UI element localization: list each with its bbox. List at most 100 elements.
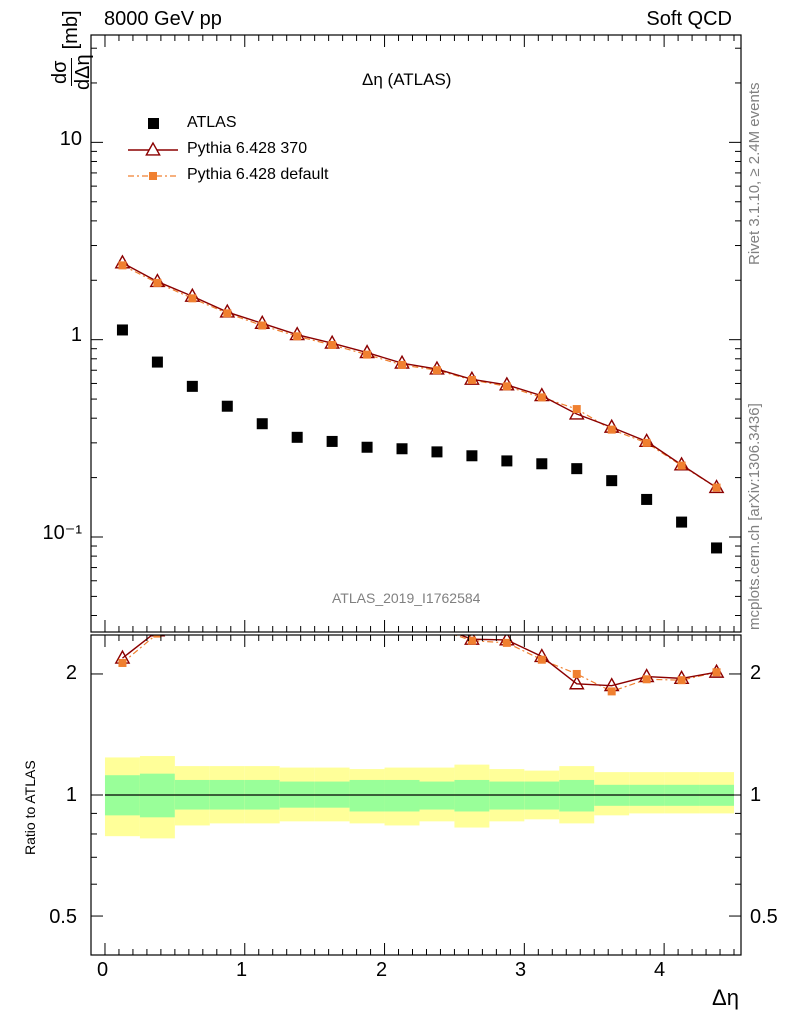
data-point-pythia-default xyxy=(502,382,511,391)
data-point-pythia-default xyxy=(572,405,581,414)
ratio-point-pythia-default xyxy=(607,687,616,696)
band-inner-bin xyxy=(454,779,490,812)
x-tick-label: 2 xyxy=(376,959,388,981)
ratio-y-axis-label: Ratio to ATLAS xyxy=(22,760,38,855)
data-point-pythia-default xyxy=(398,360,407,369)
data-point-atlas xyxy=(256,418,268,430)
ratio-point-pythia-default xyxy=(642,675,651,684)
ratio-point-pythia-370 xyxy=(395,614,408,626)
data-point-atlas xyxy=(431,446,443,458)
data-point-atlas xyxy=(186,380,198,392)
ratio-point-pythia-default xyxy=(467,636,476,645)
main-y-tick-label: 10 xyxy=(59,128,82,150)
data-point-pythia-default xyxy=(363,350,372,359)
y-axis-label-denominator: dΔη xyxy=(72,54,94,90)
band-inner-bin xyxy=(349,779,385,812)
data-point-atlas xyxy=(641,493,653,505)
ratio-y-tick-label-right: 0.5 xyxy=(750,906,778,928)
series-line-pythia-370 xyxy=(122,262,717,489)
y-axis-label-numerator: dσ xyxy=(49,58,72,86)
mcplots-reference-label: mcplots.cern.ch [arXiv:1306.3436] xyxy=(746,403,763,630)
ratio-point-pythia-370 xyxy=(256,583,269,595)
ratio-point-pythia-default xyxy=(712,668,721,677)
main-y-tick-label: 10⁻¹ xyxy=(42,522,82,544)
analysis-id-label: ATLAS_2019_I1762584 xyxy=(332,590,481,606)
ratio-point-pythia-370 xyxy=(291,579,304,591)
data-point-pythia-default xyxy=(293,332,302,341)
ratio-point-pythia-default xyxy=(537,655,546,664)
legend-marker-atlas xyxy=(148,118,159,129)
ratio-point-pythia-default xyxy=(118,658,127,667)
data-point-atlas xyxy=(536,458,548,470)
legend-marker-pythia-370 xyxy=(145,141,161,156)
data-point-pythia-default xyxy=(258,321,267,330)
data-point-pythia-default xyxy=(712,483,721,492)
legend-label-pythia-default: Pythia 6.428 default xyxy=(187,166,329,183)
ratio-y-tick-label-left: 2 xyxy=(65,662,77,684)
ratio-point-pythia-default xyxy=(153,635,162,638)
ratio-point-pythia-370 xyxy=(568,675,585,690)
data-point-atlas xyxy=(711,542,723,554)
data-point-atlas xyxy=(291,431,303,443)
data-point-pythia-default xyxy=(223,309,232,318)
header-left-label: 8000 GeV pp xyxy=(104,8,222,30)
data-point-atlas xyxy=(326,435,338,447)
legend-marker-pythia-default xyxy=(149,172,157,180)
legend-markers xyxy=(128,118,178,180)
data-point-atlas xyxy=(396,443,408,455)
data-point-pythia-default xyxy=(537,393,546,402)
ratio-point-pythia-default xyxy=(398,620,406,628)
ratio-y-tick-label-left: 0.5 xyxy=(49,906,77,928)
data-point-atlas xyxy=(571,463,583,475)
x-tick-label: 1 xyxy=(236,959,248,981)
data-point-pythia-default xyxy=(642,438,651,447)
main-y-tick-label: 1 xyxy=(70,324,82,346)
ratio-point-pythia-370 xyxy=(149,635,166,637)
ratio-point-pythia-370 xyxy=(186,605,199,617)
ratio-point-pythia-370 xyxy=(221,596,234,608)
main-panel-series xyxy=(114,254,725,554)
series-line-pythia-default xyxy=(122,264,717,489)
ratio-point-pythia-default xyxy=(258,591,266,599)
ratio-y-tick-label-right: 1 xyxy=(750,784,762,806)
ratio-y-tick-label-right: 2 xyxy=(750,662,762,684)
ratio-line-pythia-370 xyxy=(122,635,717,687)
ratio-point-pythia-default xyxy=(223,602,231,610)
ratio-point-pythia-default xyxy=(572,669,581,678)
ratio-point-pythia-default xyxy=(188,612,196,620)
data-point-pythia-default xyxy=(188,294,197,303)
data-point-pythia-default xyxy=(118,261,127,270)
data-point-atlas xyxy=(151,356,163,368)
y-axis-label-fraction: dσ dΔη xyxy=(49,54,94,90)
header-right-label: Soft QCD xyxy=(646,8,732,30)
x-tick-label: 3 xyxy=(515,959,527,981)
data-point-atlas xyxy=(606,475,618,487)
ratio-panel-series xyxy=(114,579,725,696)
x-tick-label: 0 xyxy=(97,959,109,981)
y-axis-label: dσ dΔη [mb] xyxy=(49,10,94,90)
ratio-point-pythia-default xyxy=(677,676,686,685)
data-point-pythia-default xyxy=(432,366,441,375)
y-axis-label-unit: [mb] xyxy=(60,10,82,50)
plot-title: Δη (ATLAS) xyxy=(362,70,452,89)
ratio-point-pythia-default xyxy=(502,638,511,647)
data-point-pythia-default xyxy=(607,425,616,434)
legend-label-pythia-370: Pythia 6.428 370 xyxy=(187,140,308,157)
data-point-pythia-default xyxy=(467,375,476,384)
data-point-atlas xyxy=(501,455,513,467)
data-point-atlas xyxy=(221,400,233,412)
legend-label-atlas: ATLAS xyxy=(187,114,237,131)
ratio-uncertainty-bands xyxy=(104,756,735,839)
data-point-atlas xyxy=(676,516,688,528)
x-tick-label: 4 xyxy=(654,959,666,981)
axis-ticks xyxy=(91,35,741,956)
data-point-atlas xyxy=(116,324,128,336)
ratio-point-pythia-370 xyxy=(430,619,443,631)
data-point-atlas xyxy=(466,450,478,462)
ratio-point-pythia-default xyxy=(293,585,301,593)
rivet-version-label: Rivet 3.1.10, ≥ 2.4M events xyxy=(746,82,763,266)
data-point-pythia-default xyxy=(153,278,162,287)
data-point-pythia-default xyxy=(677,461,686,470)
main-panel-frame xyxy=(90,34,742,633)
